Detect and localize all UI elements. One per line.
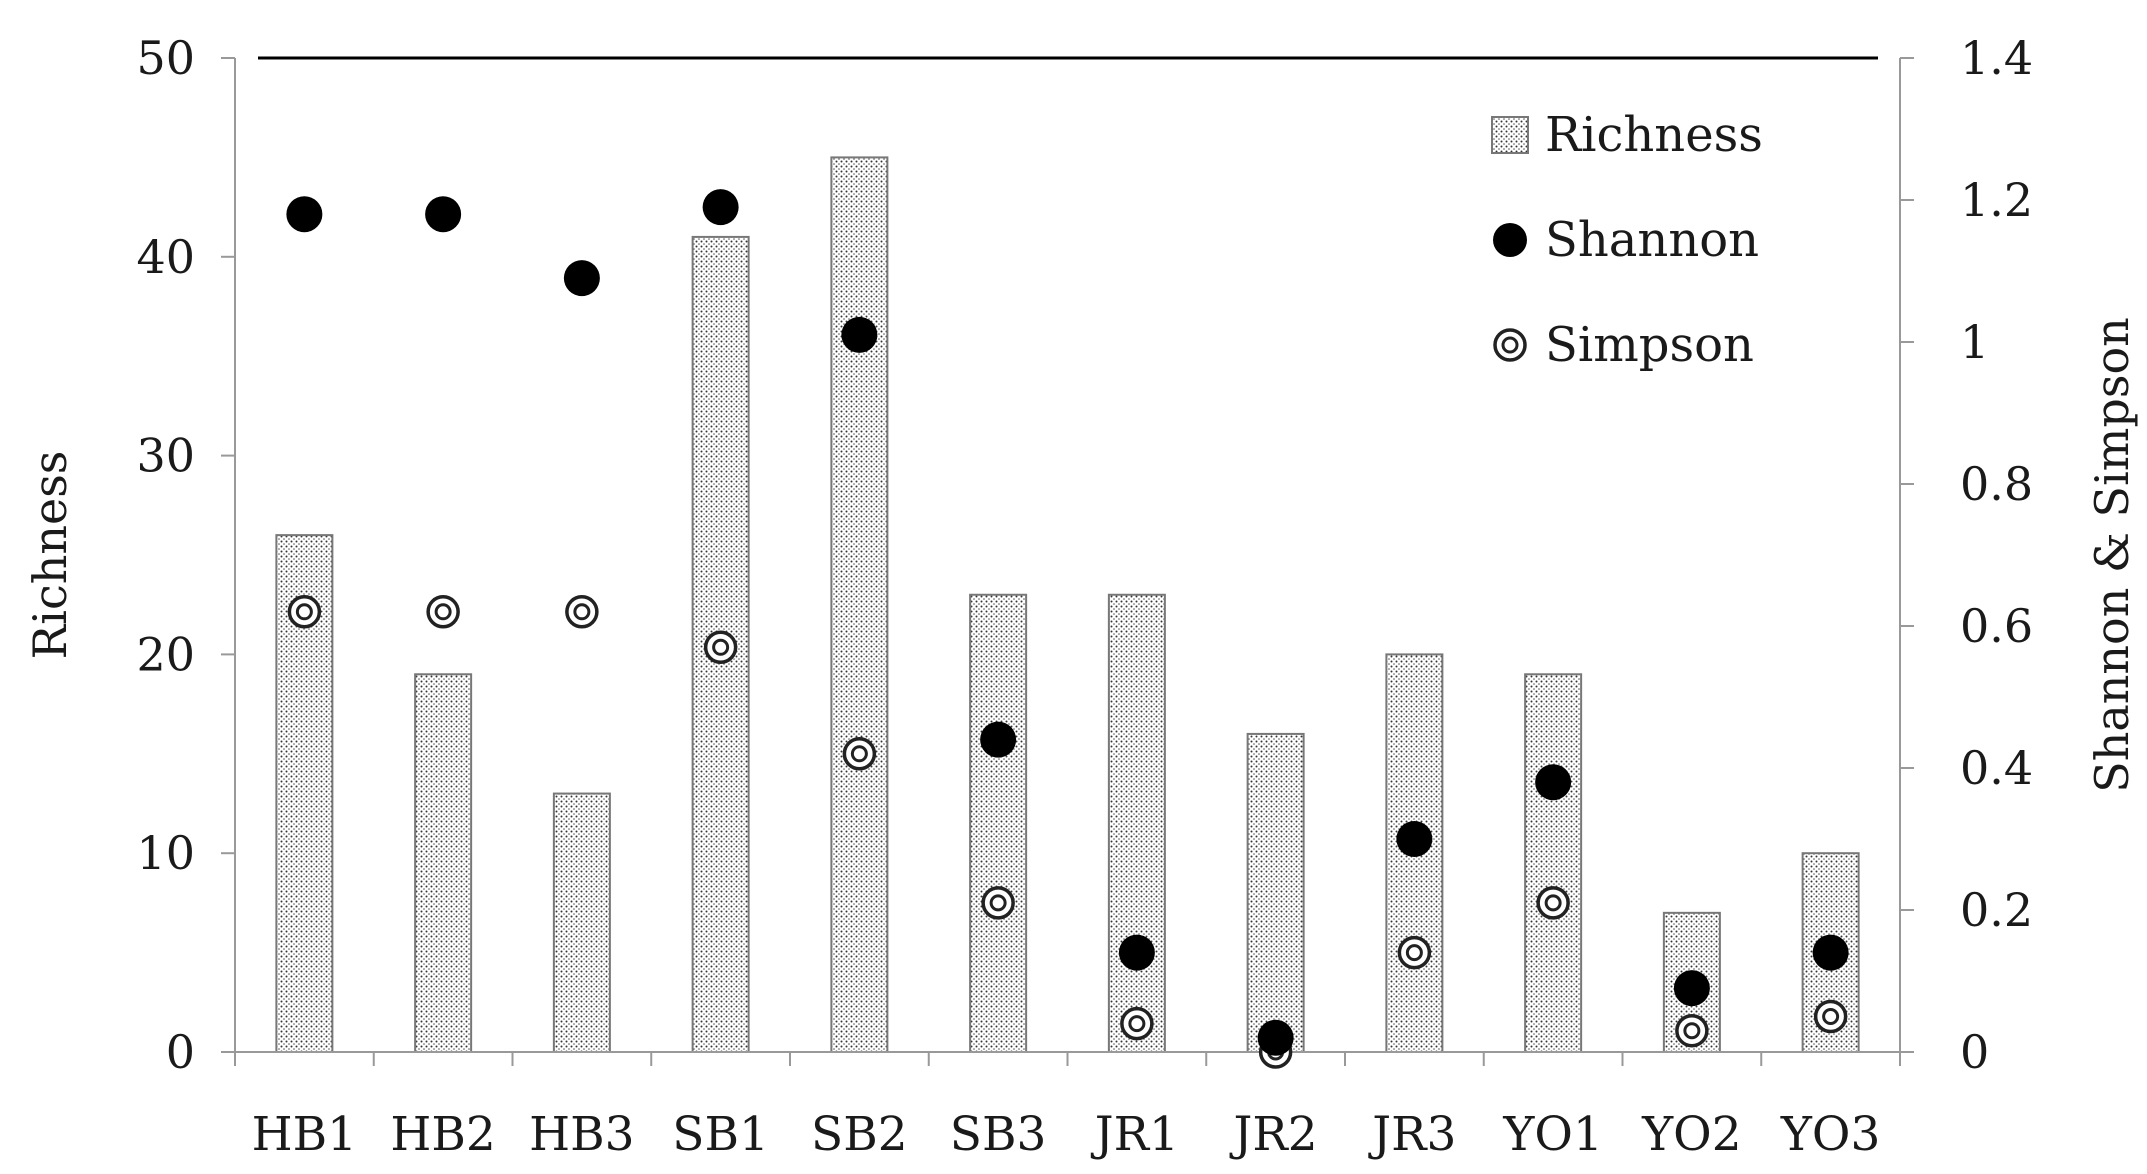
- richness-bar-HB3: [552, 792, 611, 1053]
- bars-layer: [275, 156, 1860, 1054]
- left-tick-label: 40: [136, 230, 195, 284]
- right-tick-label: 1.2: [1960, 173, 2033, 227]
- x-tick-label-YO3: YO3: [1780, 1107, 1880, 1162]
- richness-bar-YO1: [1524, 673, 1583, 1054]
- shannon-point-JR1: [1118, 934, 1155, 971]
- left-tick-label: 20: [136, 627, 195, 681]
- x-tick-label-HB2: HB2: [390, 1107, 495, 1162]
- y-axis-title-right: Shannon & Simpson: [2085, 317, 2139, 793]
- shannon-point-HB2: [425, 196, 462, 233]
- legend-shannon-marker: [1493, 223, 1527, 257]
- legend-simpson-marker: [1493, 328, 1527, 362]
- x-tick-label-JR3: JR3: [1368, 1107, 1456, 1162]
- x-tick-label-HB1: HB1: [252, 1107, 357, 1162]
- shannon-point-YO2: [1673, 970, 1710, 1007]
- right-tick-label: 0.2: [1960, 883, 2033, 937]
- x-tick-label-YO2: YO2: [1641, 1107, 1741, 1162]
- legend-richness-swatch: [1491, 116, 1529, 154]
- simpson-point-YO2: [1675, 1013, 1709, 1048]
- x-tick-label-SB1: SB1: [672, 1107, 769, 1162]
- shannon-point-SB3: [980, 721, 1017, 758]
- axes-layer: 0 10 20 30 40 50 0 0.2 0.4 0.6 0.8 1 1.2 1.4 HB1 HB2 HB3…: [23, 31, 2139, 1162]
- simpson-point-YO3: [1813, 999, 1848, 1034]
- x-tick-label-JR1: JR1: [1091, 1107, 1179, 1162]
- richness-bar-SB2: [830, 156, 889, 1053]
- right-tick-label: 1.4: [1960, 31, 2033, 85]
- right-tick-label: 1: [1960, 315, 1989, 369]
- left-tick-label: 50: [136, 31, 195, 85]
- right-tick-label: 0.8: [1960, 457, 2033, 511]
- simpson-point-SB3: [981, 886, 1015, 920]
- shannon-point-YO3: [1812, 934, 1849, 971]
- shannon-point-HB3: [563, 260, 600, 297]
- shannon-point-YO1: [1535, 764, 1572, 801]
- right-tick-label: 0.6: [1960, 599, 2033, 653]
- simpson-point-HB1: [287, 595, 322, 629]
- shannon-point-SB2: [841, 316, 878, 353]
- points-layer: [286, 189, 1849, 1069]
- richness-bar-SB3: [969, 593, 1028, 1053]
- x-tick-label-SB2: SB2: [811, 1107, 908, 1162]
- simpson-point-JR3: [1397, 935, 1432, 970]
- richness-bar-JR2: [1246, 732, 1305, 1053]
- legend-richness-label: Richness: [1545, 107, 1763, 163]
- legend: Richness Shannon Simpson: [1491, 107, 1763, 373]
- legend-shannon-label: Shannon: [1545, 212, 1759, 268]
- x-tick-label-JR2: JR2: [1230, 1107, 1318, 1162]
- legend-simpson-label: Simpson: [1545, 317, 1754, 373]
- simpson-point-SB2: [842, 737, 877, 771]
- simpson-point-SB1: [703, 630, 738, 665]
- simpson-point-YO1: [1536, 886, 1570, 920]
- shannon-point-SB1: [702, 189, 739, 226]
- simpson-point-JR1: [1120, 1006, 1154, 1041]
- left-tick-label: 0: [166, 1025, 195, 1079]
- richness-bar-JR1: [1107, 593, 1166, 1053]
- shannon-point-JR2: [1257, 1019, 1294, 1056]
- simpson-point-HB3: [565, 595, 599, 629]
- left-tick-label: 10: [136, 826, 195, 880]
- right-tick-label: 0: [1960, 1025, 1989, 1079]
- right-tick-label: 0.4: [1960, 741, 2033, 795]
- richness-bar-HB2: [414, 673, 473, 1054]
- shannon-point-JR3: [1396, 821, 1433, 857]
- left-tick-label: 30: [136, 429, 195, 483]
- x-tick-label-YO1: YO1: [1502, 1107, 1602, 1162]
- simpson-point-HB2: [426, 595, 460, 629]
- x-tick-label-HB3: HB3: [529, 1107, 634, 1162]
- y-axis-title-left: Richness: [23, 451, 77, 660]
- shannon-point-HB1: [286, 196, 323, 233]
- x-tick-label-SB3: SB3: [950, 1107, 1047, 1162]
